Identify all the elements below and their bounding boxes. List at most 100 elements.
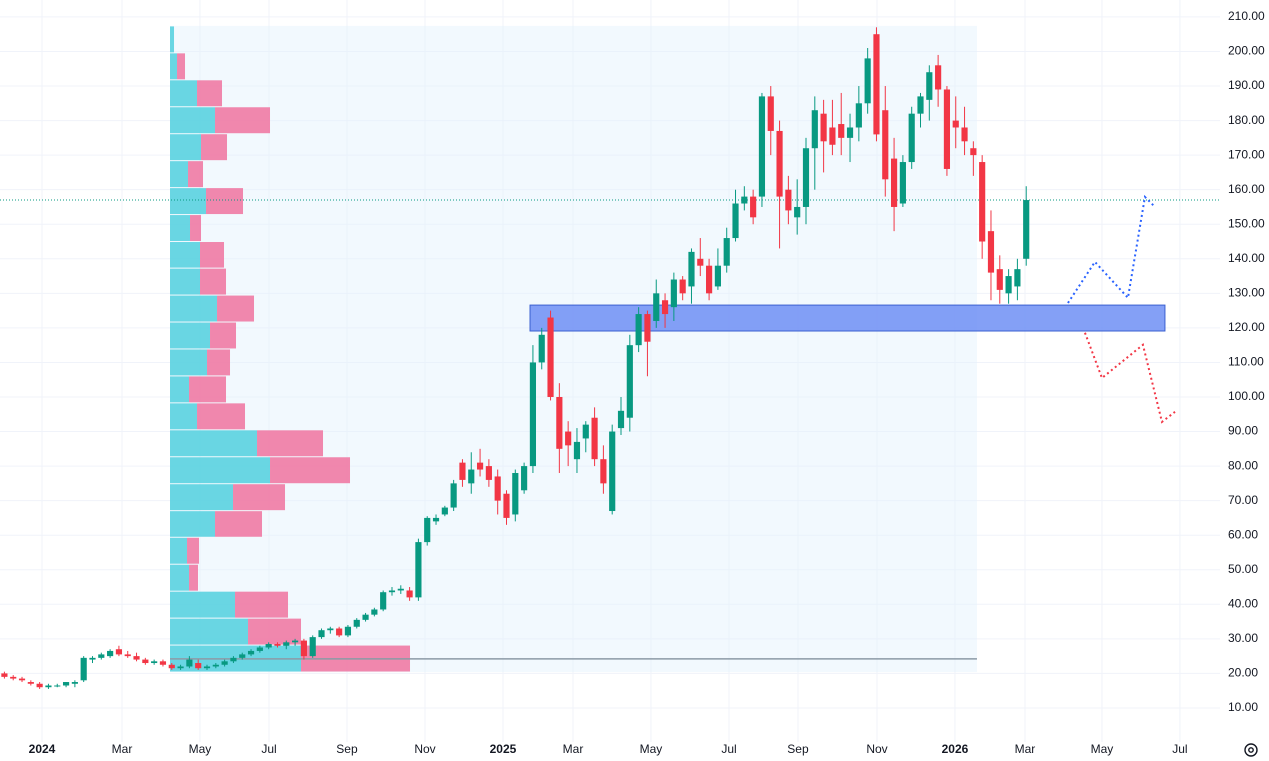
candle-body [706,265,713,294]
projection-path [1084,332,1176,424]
candle-body [538,334,545,363]
candle-body [653,293,660,321]
candle-body [485,466,492,480]
candle-body [424,517,431,543]
profile-down-bar [270,457,351,484]
profile-down-bar [235,591,289,618]
candle-body [1,673,8,677]
candle-body [829,127,836,145]
candle-body [292,640,299,643]
candle-body [362,614,369,620]
candle-body [309,637,316,657]
x-tick-label: Jul [1172,742,1187,756]
profile-up-bar [170,134,202,161]
profile-down-bar [257,430,324,457]
candle-body [661,300,669,315]
candle-body [10,676,17,679]
candle-body [318,630,325,638]
candle-body [917,96,924,114]
y-tick-label: 50.00 [1228,562,1258,576]
y-tick-label: 140.00 [1228,251,1265,265]
x-tick-label: Nov [414,742,435,756]
profile-up-bar [170,591,236,618]
profile-up-bar [170,564,190,591]
profile-up-bar [170,349,208,376]
profile-up-bar [170,215,191,242]
candle-body [327,628,334,631]
candle-body [80,657,87,681]
candle-body [626,345,633,418]
candle-body [556,396,563,449]
candle-body [45,685,52,688]
candle-body [1014,269,1021,287]
y-tick-label: 210.00 [1228,9,1265,23]
candle-body [142,659,149,664]
x-tick-label: 2026 [942,742,969,756]
candle-body [186,659,193,667]
candle-body [300,640,307,657]
candle-body [890,158,898,207]
y-tick-label: 170.00 [1228,147,1265,161]
candle-body [107,650,114,657]
candle-body [54,685,61,687]
candle-body [600,459,607,484]
profile-down-bar [217,295,255,322]
candle-body [855,103,862,128]
candle-body [133,656,140,660]
candle-body [124,654,131,657]
candle-body [27,682,34,684]
x-tick-label: May [640,742,663,756]
x-tick-label: May [1091,742,1114,756]
candle-body [609,431,616,512]
candle-body [811,110,818,149]
candle-body [679,279,686,294]
y-tick-label: 190.00 [1228,78,1265,92]
candle-body [547,317,554,397]
x-tick-label: Mar [563,742,584,756]
profile-down-bar [248,618,302,645]
candle-body [115,649,122,655]
candle-body [635,314,642,346]
candle-body [591,417,598,460]
profile-up-bar [170,107,216,134]
profile-down-bar [190,215,202,242]
y-tick-label: 120.00 [1228,320,1265,334]
candle-body [617,410,625,429]
profile-down-bar [201,134,228,161]
candle-body [1023,200,1030,259]
candle-body [864,58,871,104]
candle-body [873,34,880,135]
candle-body [979,162,986,242]
candle-body [794,206,801,218]
profile-down-bar [188,161,204,188]
candle-body [785,189,792,211]
x-tick-label: Jul [721,742,736,756]
candle-body [62,682,70,686]
candle-body [380,592,387,610]
settings-button[interactable] [1244,743,1258,757]
candle-body [961,127,968,142]
y-tick-label: 70.00 [1228,493,1258,507]
profile-up-bar [170,457,271,484]
support-zone [529,304,1166,332]
candle-body [996,269,1003,290]
profile-down-bar [197,80,223,107]
candle-body [494,476,501,501]
x-tick-label: May [189,742,212,756]
profile-up-bar [170,618,249,645]
profile-up-bar [170,430,258,457]
profile-up-bar [170,537,188,564]
y-tick-label: 80.00 [1228,458,1258,472]
candle-body [397,588,404,591]
profile-up-bar [170,295,218,322]
candle-body [697,258,704,266]
x-tick-label: Sep [787,742,809,756]
candle-body [168,664,175,669]
candle-body [98,654,105,658]
projection-path [1067,194,1156,304]
candle-body [476,462,484,470]
plot-area [0,25,1220,689]
candle-body [203,666,211,669]
candle-body [882,110,889,180]
